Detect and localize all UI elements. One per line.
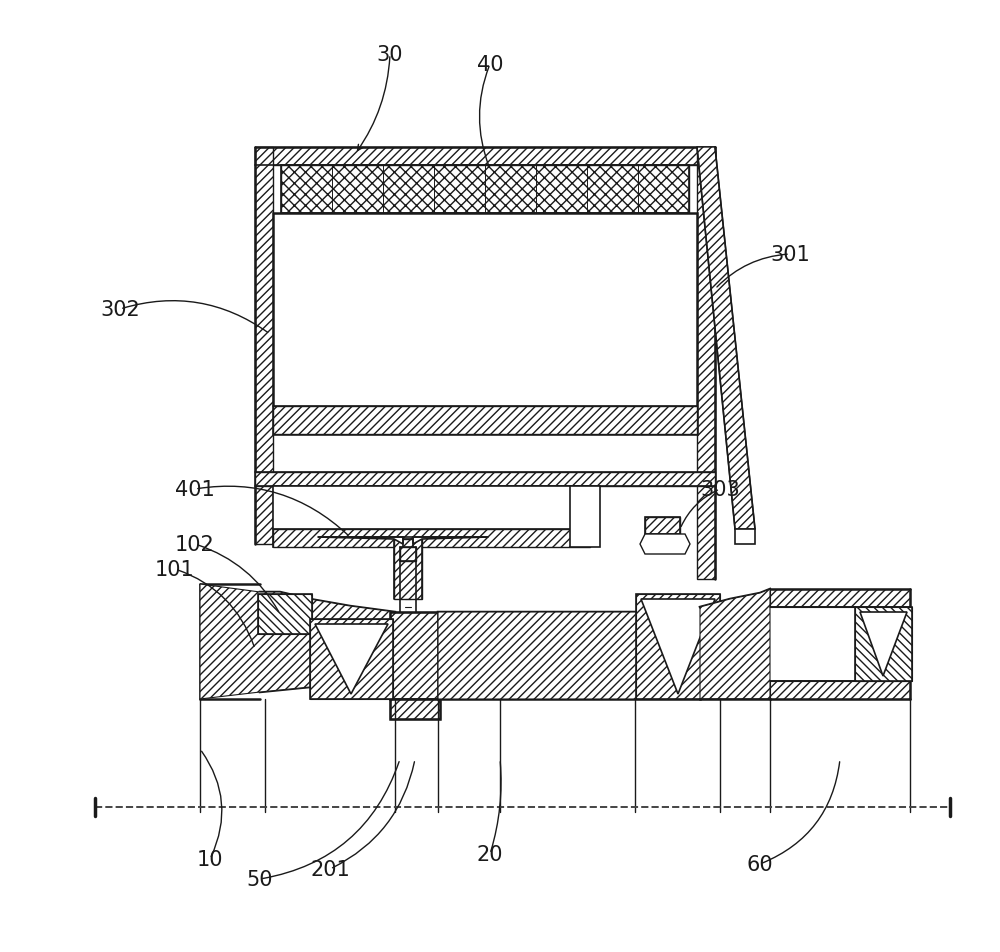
Polygon shape [636, 594, 720, 700]
Bar [390, 700, 440, 720]
Polygon shape [255, 472, 715, 486]
Text: 60: 60 [747, 854, 773, 874]
Bar [855, 607, 912, 682]
Bar [273, 486, 590, 547]
Polygon shape [310, 620, 393, 700]
Polygon shape [315, 625, 388, 694]
Polygon shape [273, 407, 697, 434]
Bar [310, 620, 393, 700]
Polygon shape [413, 538, 488, 545]
Polygon shape [200, 585, 395, 700]
Bar [570, 486, 600, 547]
Polygon shape [640, 534, 690, 554]
Bar [273, 214, 697, 434]
Polygon shape [273, 529, 590, 547]
Polygon shape [697, 148, 715, 580]
Bar [636, 594, 720, 700]
Polygon shape [438, 607, 700, 700]
Polygon shape [400, 547, 416, 562]
Bar [645, 518, 680, 534]
Polygon shape [645, 518, 680, 534]
Text: 303: 303 [700, 480, 740, 500]
Polygon shape [390, 612, 438, 700]
Text: 301: 301 [770, 245, 810, 265]
Polygon shape [855, 607, 912, 682]
Polygon shape [700, 589, 770, 700]
Polygon shape [641, 600, 715, 694]
Text: 102: 102 [175, 534, 215, 554]
Bar [390, 612, 438, 700]
Polygon shape [390, 700, 440, 720]
Polygon shape [281, 166, 689, 214]
Polygon shape [260, 596, 310, 627]
Text: 401: 401 [175, 480, 215, 500]
Text: 50: 50 [247, 869, 273, 889]
Text: 302: 302 [100, 300, 140, 320]
Polygon shape [255, 148, 273, 545]
Text: 10: 10 [197, 849, 223, 869]
Text: 101: 101 [155, 560, 195, 580]
Polygon shape [394, 540, 422, 600]
Text: 20: 20 [477, 844, 503, 864]
Polygon shape [255, 148, 715, 166]
Polygon shape [735, 529, 755, 545]
Polygon shape [770, 682, 910, 700]
Polygon shape [770, 589, 910, 607]
Polygon shape [697, 148, 755, 529]
Text: 40: 40 [477, 55, 503, 75]
Polygon shape [258, 594, 312, 634]
Text: 30: 30 [377, 45, 403, 65]
Text: 201: 201 [310, 859, 350, 879]
Polygon shape [860, 612, 907, 676]
Polygon shape [318, 538, 403, 545]
Bar [258, 594, 312, 634]
